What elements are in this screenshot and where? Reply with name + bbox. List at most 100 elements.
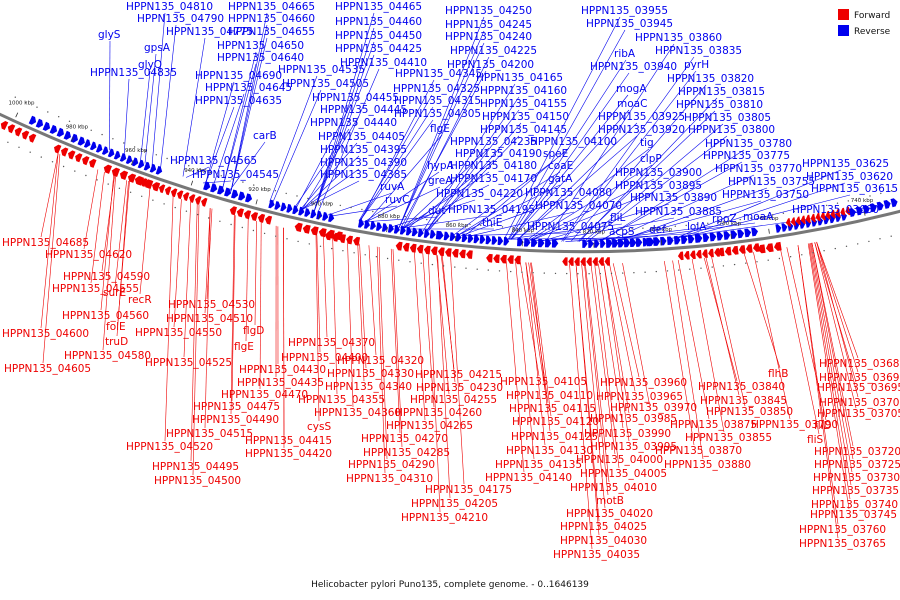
gene-label-forward: HPPN135_03965 — [596, 391, 683, 403]
gene-label-forward: HPPN135_03855 — [685, 432, 772, 444]
track-dot — [123, 142, 125, 144]
leader-line-forward — [357, 243, 365, 382]
reverse-gene-arrow — [393, 225, 400, 234]
leader-line-forward — [584, 263, 609, 496]
reverse-gene-arrow — [723, 231, 731, 240]
track-dot — [644, 271, 646, 273]
gene-label-reverse: HPPN135_04180 — [450, 160, 537, 172]
forward-gene-arrow — [89, 158, 97, 168]
reverse-gene-arrow — [437, 231, 444, 240]
gene-label-forward: truD — [105, 336, 128, 348]
gene-label-forward: HPPN135_03985 — [590, 413, 677, 425]
reverse-gene-arrow — [673, 235, 681, 245]
track-dot — [812, 252, 814, 254]
reverse-gene-arrow — [680, 235, 688, 244]
forward-gene-arrow — [302, 224, 311, 234]
forward-gene-arrow — [423, 245, 431, 255]
leader-line-forward — [525, 262, 546, 446]
reverse-gene-arrow — [417, 228, 424, 238]
gene-label-forward: folE — [106, 321, 126, 333]
reverse-gene-arrow — [667, 236, 674, 245]
forward-gene-arrow — [714, 248, 720, 257]
track-dot — [382, 212, 385, 214]
track-dot — [242, 181, 244, 183]
gene-label-reverse: HPPN135_04250 — [445, 5, 532, 17]
leader-line-reverse — [457, 171, 561, 236]
forward-gene-arrow — [684, 251, 690, 260]
reverse-gene-arrow — [636, 238, 643, 247]
kbp-tick-mark — [730, 233, 732, 239]
gene-label-reverse: HPPN135_03615 — [811, 183, 898, 195]
leader-line-reverse — [561, 56, 695, 242]
leader-line-reverse — [366, 134, 443, 223]
leader-line-reverse — [313, 27, 375, 213]
gene-label-forward: HPPN135_04370 — [288, 337, 375, 349]
leader-line-reverse — [230, 37, 268, 192]
reverse-gene-arrow — [364, 220, 370, 229]
track-dot — [836, 202, 839, 204]
leader-line-forward — [506, 261, 525, 473]
track-dot — [545, 228, 547, 230]
reverse-gene-arrow — [292, 205, 299, 215]
gene-label-reverse: glyQ — [138, 59, 162, 71]
gene-label-forward: HPPN135_03745 — [810, 509, 897, 521]
leader-line-reverse — [526, 148, 650, 241]
gene-label-forward: HPPN135_03720 — [814, 446, 900, 458]
leader-line-reverse — [517, 135, 638, 241]
gene-label-reverse: lolA — [687, 221, 707, 233]
forward-gene-arrow — [745, 244, 753, 253]
reverse-gene-arrow — [399, 225, 406, 235]
gene-label-forward: HPPN135_04205 — [411, 498, 498, 510]
gene-label-reverse: HPPN135_03835 — [655, 45, 742, 57]
track-dot — [728, 220, 731, 222]
leader-line-forward — [323, 236, 328, 338]
gene-label-forward: HPPN135_04000 — [576, 454, 663, 466]
reverse-gene-arrow — [381, 223, 388, 232]
leader-line-forward — [414, 252, 426, 421]
leader-line-forward — [245, 218, 249, 342]
kbp-tick-mark — [255, 199, 258, 205]
forward-gene-arrow — [568, 257, 574, 266]
forward-gene-arrow — [318, 228, 327, 238]
forward-gene-arrow — [324, 231, 332, 241]
gene-label-forward: flgD — [243, 325, 264, 337]
forward-gene-arrow — [332, 232, 339, 242]
track-dot — [663, 226, 666, 228]
reverse-gene-arrow — [49, 124, 58, 134]
gene-label-reverse: HPPN135_04660 — [228, 13, 315, 25]
kbp-tick-label: 820 kbp — [583, 230, 606, 236]
gene-label-forward: HPPN135_04360 — [314, 407, 401, 419]
gene-label-forward: HPPN135_04320 — [337, 355, 424, 367]
reverse-gene-arrow — [744, 228, 752, 238]
leader-line-forward — [90, 171, 105, 284]
leader-line-reverse — [579, 97, 718, 242]
forward-gene-arrow — [127, 173, 137, 183]
track-dot — [220, 175, 222, 177]
leader-line-forward — [422, 253, 435, 408]
leader-line-forward — [392, 249, 403, 448]
track-dot — [96, 179, 98, 181]
track-dot — [761, 215, 763, 218]
gene-label-reverse: HPPN135_03750 — [722, 189, 809, 201]
track-dot — [599, 228, 601, 231]
forward-gene-arrow — [820, 211, 826, 221]
gene-label-reverse: HPPN135_04410 — [340, 57, 427, 69]
leader-line-forward — [590, 263, 616, 455]
kbp-tick-label: 960 kbp — [125, 148, 148, 154]
track-dot — [361, 208, 363, 211]
gene-label-reverse: moaC — [617, 98, 647, 110]
gene-label-forward: surE — [103, 287, 126, 299]
gene-label-forward: HPPN135_03995 — [590, 441, 677, 453]
reverse-gene-arrow — [479, 235, 486, 244]
leader-line-reverse — [402, 147, 490, 229]
reverse-gene-arrow — [467, 234, 474, 243]
reverse-gene-arrow — [298, 206, 305, 216]
kbp-tick-mark — [455, 236, 457, 242]
leader-line-reverse — [577, 110, 716, 242]
forward-gene-arrow — [514, 255, 521, 265]
track-dot — [166, 157, 168, 160]
track-dot — [198, 168, 201, 170]
kbp-tick-label: 940 kbp — [184, 168, 207, 174]
track-dot — [188, 165, 190, 167]
